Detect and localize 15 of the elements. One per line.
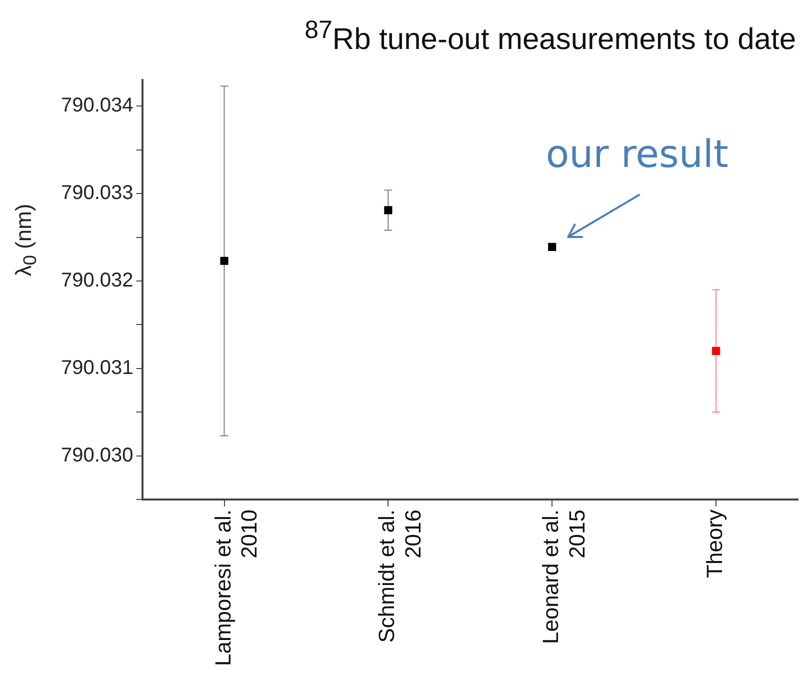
x-tick-label: Schmidt et al. 2016 xyxy=(374,509,426,643)
y-tick-label: 790.032 xyxy=(61,270,134,292)
y-tick-label: 790.030 xyxy=(61,444,134,466)
x-tick-label: Theory xyxy=(702,509,728,578)
y-tick-label: 790.033 xyxy=(61,182,134,204)
point xyxy=(548,242,556,251)
y-tick-label: 790.034 xyxy=(61,94,134,117)
point xyxy=(384,206,392,214)
point xyxy=(712,346,720,355)
annotation: our result xyxy=(546,132,728,176)
chart-title: $^{87}$Rb tune-out measurements to date xyxy=(304,16,796,57)
x-tick-label: Lamporesi et al. 2010 xyxy=(210,509,262,666)
point xyxy=(220,256,228,265)
y-tick-label: 790.031 xyxy=(61,356,134,379)
x-tick-label: Leonard et al. 2015 xyxy=(538,509,590,644)
